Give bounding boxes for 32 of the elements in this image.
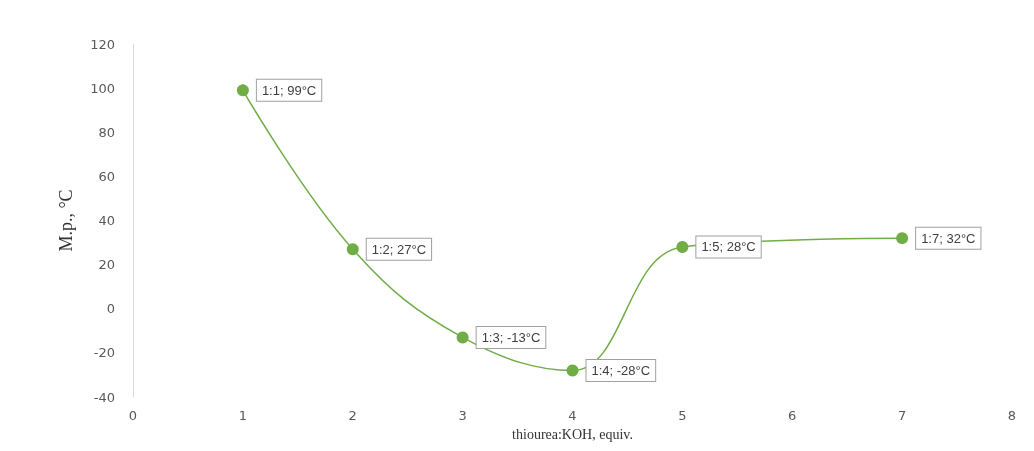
y-tick-label: -20 — [93, 345, 115, 361]
y-tick-label: -40 — [93, 389, 115, 405]
y-axis-title: M.p., °C — [56, 189, 76, 252]
data-label: 1:3; -13°C — [481, 329, 541, 345]
x-tick-label: 2 — [348, 408, 357, 423]
y-tick-label: 40 — [98, 213, 115, 228]
x-tick-label: 0 — [128, 408, 138, 423]
data-label: 1:4; -28°C — [591, 363, 651, 379]
x-tick-label: 8 — [1007, 408, 1017, 423]
data-label: 1:1; 99°C — [261, 82, 317, 98]
data-label: 1:7; 32°C — [921, 230, 976, 246]
x-tick-label: 4 — [568, 408, 577, 423]
x-axis-title: thiourea:KOH, equiv. — [512, 426, 633, 442]
x-tick-label: 7 — [897, 408, 907, 423]
point — [676, 240, 689, 253]
point — [896, 232, 909, 245]
point — [566, 364, 579, 377]
y-tick-label: 0 — [106, 301, 115, 317]
y-tick-label: 100 — [90, 80, 115, 96]
point — [456, 331, 469, 344]
data-label: 1:5; 28°C — [701, 239, 756, 255]
x-tick-label: 5 — [678, 408, 687, 423]
point — [236, 84, 249, 97]
data-label: 1:2; 27°C — [371, 241, 427, 257]
x-tick-label: 6 — [788, 408, 797, 423]
y-tick-label: 120 — [90, 36, 115, 52]
x-tick-label: 1 — [238, 408, 248, 423]
y-tick-label: 20 — [98, 257, 115, 273]
point — [346, 243, 359, 256]
y-tick-label: 80 — [98, 124, 115, 140]
y-tick-label: 60 — [98, 168, 115, 184]
x-tick-label: 3 — [458, 408, 467, 423]
